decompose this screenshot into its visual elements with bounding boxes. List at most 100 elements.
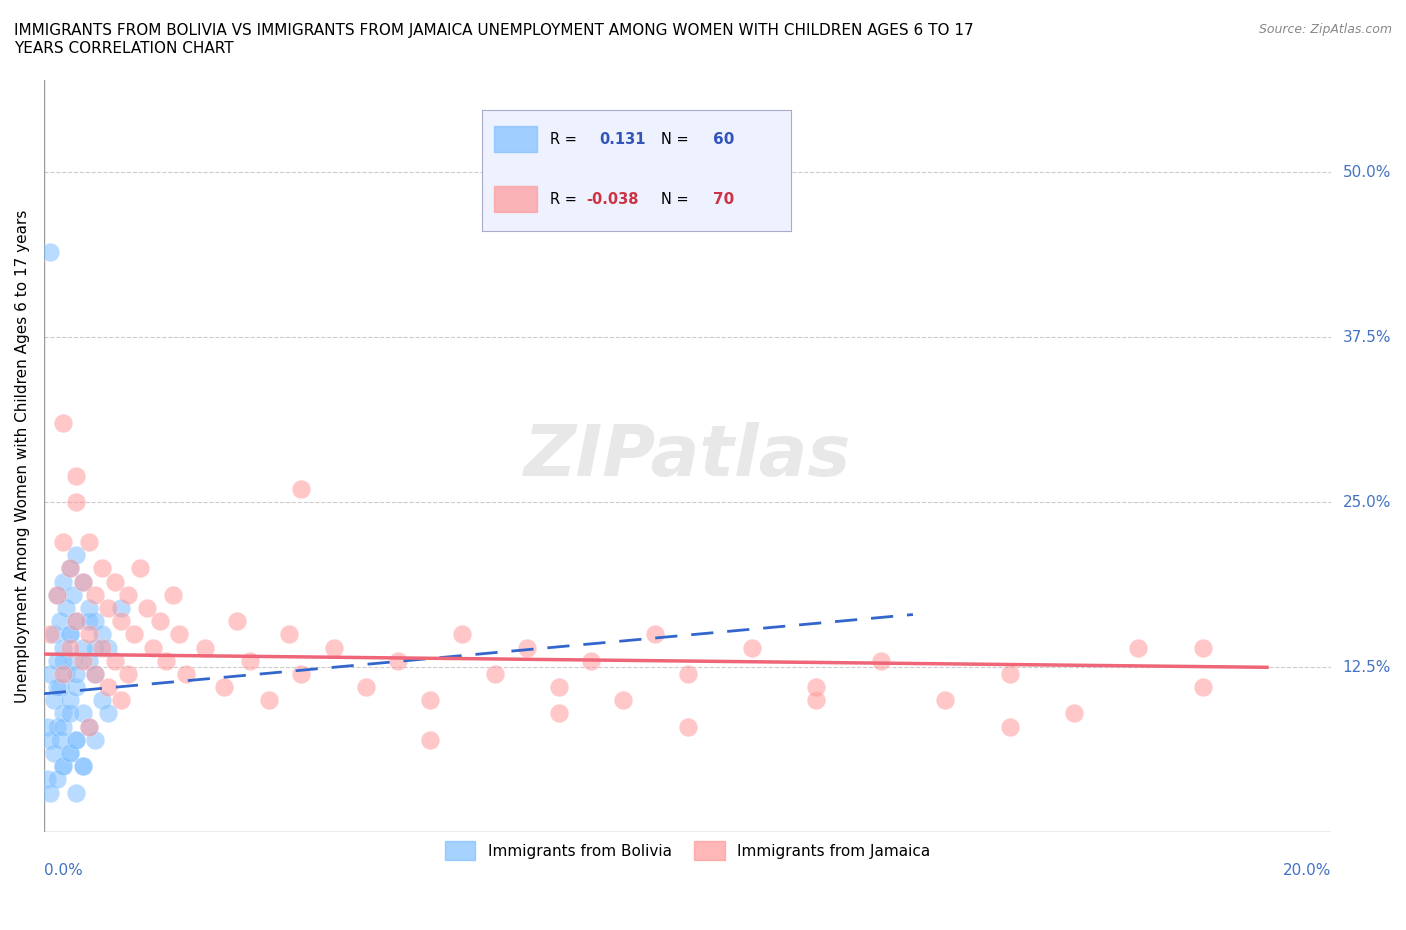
Point — [59, 693, 82, 708]
Text: IMMIGRANTS FROM BOLIVIA VS IMMIGRANTS FROM JAMAICA UNEMPLOYMENT AMONG WOMEN WITH: IMMIGRANTS FROM BOLIVIA VS IMMIGRANTS FR… — [14, 23, 974, 56]
Point — [194, 640, 217, 655]
Point — [45, 587, 67, 602]
Point — [72, 574, 94, 589]
Point — [77, 719, 100, 734]
Point — [39, 667, 62, 682]
Point — [65, 667, 87, 682]
Point — [676, 667, 699, 682]
Point — [226, 614, 249, 629]
Point — [72, 640, 94, 655]
Point — [59, 706, 82, 721]
Point — [62, 653, 84, 668]
Point — [65, 614, 87, 629]
Point — [52, 653, 75, 668]
Point — [1063, 706, 1085, 721]
Point — [676, 719, 699, 734]
Point — [77, 627, 100, 642]
Point — [59, 561, 82, 576]
Point — [52, 759, 75, 774]
Point — [142, 640, 165, 655]
Point — [59, 640, 82, 655]
Point — [155, 653, 177, 668]
Point — [65, 785, 87, 800]
Point — [45, 772, 67, 787]
Point — [45, 587, 67, 602]
Point — [1128, 640, 1150, 655]
Point — [77, 653, 100, 668]
Text: 25.0%: 25.0% — [1343, 495, 1391, 510]
Point — [277, 627, 299, 642]
Point — [579, 653, 602, 668]
Point — [49, 733, 72, 748]
Point — [322, 640, 344, 655]
Point — [290, 667, 312, 682]
Point — [59, 627, 82, 642]
Y-axis label: Unemployment Among Women with Children Ages 6 to 17 years: Unemployment Among Women with Children A… — [15, 209, 30, 703]
Point — [934, 693, 956, 708]
Point — [37, 719, 59, 734]
Point — [97, 680, 120, 695]
Point — [45, 680, 67, 695]
Point — [39, 627, 62, 642]
Text: 20.0%: 20.0% — [1284, 863, 1331, 878]
Point — [65, 733, 87, 748]
Point — [65, 680, 87, 695]
Point — [65, 469, 87, 484]
Point — [52, 416, 75, 431]
Point — [806, 680, 828, 695]
Point — [45, 653, 67, 668]
Point — [52, 640, 75, 655]
Point — [59, 746, 82, 761]
Point — [104, 653, 127, 668]
Point — [548, 706, 571, 721]
Point — [998, 719, 1021, 734]
Point — [117, 667, 139, 682]
Point — [77, 719, 100, 734]
Point — [42, 693, 65, 708]
Point — [135, 601, 157, 616]
Legend: Immigrants from Bolivia, Immigrants from Jamaica: Immigrants from Bolivia, Immigrants from… — [439, 835, 936, 866]
Point — [212, 680, 235, 695]
Point — [167, 627, 190, 642]
Point — [516, 640, 538, 655]
Point — [72, 759, 94, 774]
Point — [42, 627, 65, 642]
Point — [65, 733, 87, 748]
Point — [59, 746, 82, 761]
Point — [77, 601, 100, 616]
Point — [52, 719, 75, 734]
Point — [49, 614, 72, 629]
Point — [97, 640, 120, 655]
Point — [39, 733, 62, 748]
Point — [612, 693, 634, 708]
Point — [239, 653, 262, 668]
Text: 12.5%: 12.5% — [1343, 659, 1391, 675]
Point — [419, 693, 441, 708]
Point — [257, 693, 280, 708]
Point — [72, 574, 94, 589]
Point — [149, 614, 172, 629]
Point — [451, 627, 474, 642]
Point — [49, 680, 72, 695]
Point — [65, 495, 87, 510]
Point — [97, 601, 120, 616]
Text: 50.0%: 50.0% — [1343, 165, 1391, 180]
Point — [59, 561, 82, 576]
Point — [117, 587, 139, 602]
Point — [72, 653, 94, 668]
Text: Source: ZipAtlas.com: Source: ZipAtlas.com — [1258, 23, 1392, 36]
Point — [39, 785, 62, 800]
Point — [84, 667, 107, 682]
Point — [110, 614, 132, 629]
Point — [84, 667, 107, 682]
Point — [37, 772, 59, 787]
Text: 37.5%: 37.5% — [1343, 330, 1391, 345]
Point — [290, 482, 312, 497]
Point — [387, 653, 409, 668]
Point — [65, 614, 87, 629]
Point — [77, 535, 100, 550]
Point — [129, 561, 152, 576]
Point — [72, 759, 94, 774]
Point — [90, 640, 112, 655]
Point — [354, 680, 377, 695]
